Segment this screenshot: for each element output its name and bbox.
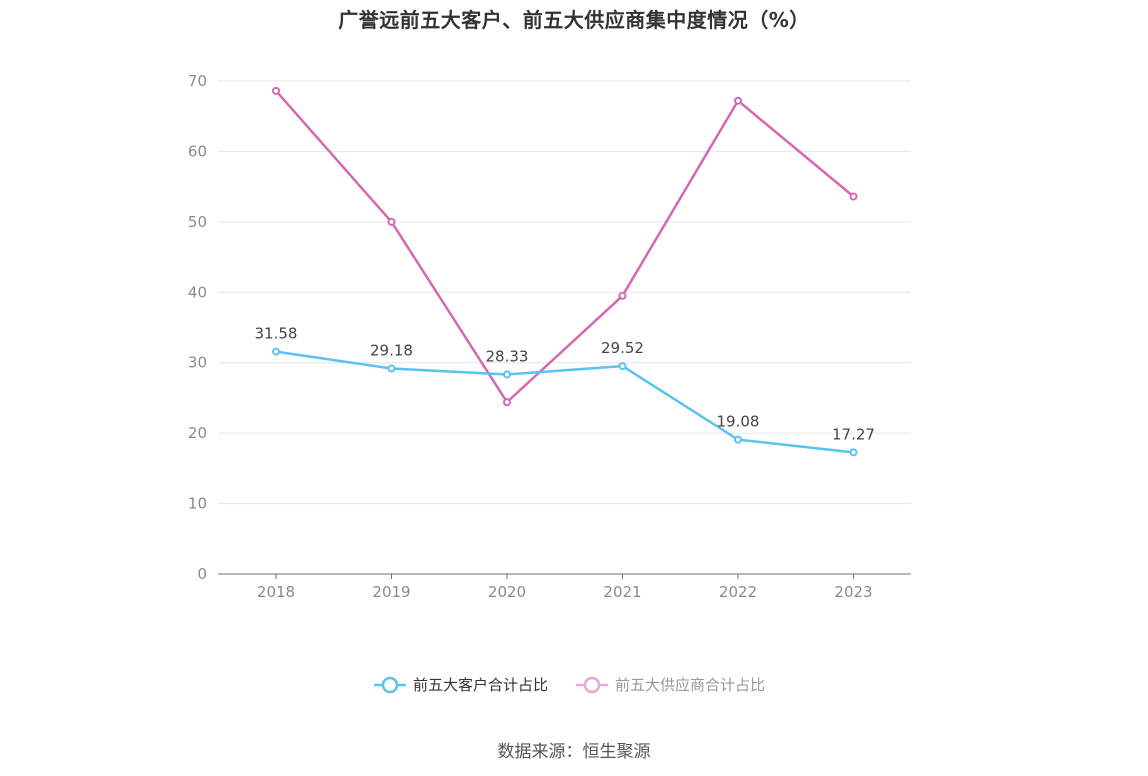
legend-marker-icon [583, 676, 601, 694]
y-tick-label: 40 [188, 283, 207, 301]
data-point-s0-2[interactable] [503, 370, 511, 379]
data-label: 31.58 [255, 325, 298, 343]
series-line-1 [275, 90, 855, 404]
data-label: 29.52 [601, 339, 644, 357]
data-label: 28.33 [486, 347, 529, 365]
data-point-s1-4[interactable] [734, 96, 742, 105]
legend-marker-icon [381, 676, 399, 694]
y-tick-label: 60 [188, 142, 207, 160]
data-point-s0-4[interactable] [734, 435, 742, 444]
data-point-s1-5[interactable] [849, 192, 858, 201]
data-label: 17.27 [832, 425, 875, 443]
legend-label: 前五大客户合计占比 [413, 676, 548, 694]
y-tick-label: 50 [188, 213, 207, 231]
data-source-note: 数据来源：恒生聚源 [497, 742, 651, 762]
data-labels: 31.58 29.18 28.33 29.52 19.08 17.27 [255, 325, 875, 444]
chart-title: 广誉远前五大客户、前五大供应商集中度情况（%） [338, 8, 810, 32]
legend-item-0[interactable]: 前五大客户合计占比 [374, 676, 548, 694]
axes: 0 10 20 30 40 50 60 70 2018 2019 2020 2021 2022 2023 [188, 72, 911, 601]
data-point-s1-2[interactable] [503, 398, 511, 407]
x-tick-label: 2021 [603, 583, 641, 601]
data-point-s0-3[interactable] [618, 362, 627, 371]
data-point-s1-3[interactable] [618, 291, 627, 300]
y-tick-label: 30 [188, 354, 207, 372]
data-point-s0-0[interactable] [272, 347, 280, 356]
data-point-s1-1[interactable] [387, 217, 396, 226]
series-line-0 [275, 350, 854, 454]
data-label: 29.18 [370, 341, 413, 359]
x-tick-label: 2018 [257, 583, 295, 601]
data-point-s0-5[interactable] [849, 448, 858, 457]
data-point-s1-0[interactable] [272, 86, 280, 95]
data-label: 19.08 [717, 413, 760, 431]
x-tick-label: 2020 [488, 583, 526, 601]
x-tick-label: 2022 [719, 583, 757, 601]
grid-lines [218, 80, 911, 505]
legend-label: 前五大供应商合计占比 [615, 676, 765, 694]
legend-item-1[interactable]: 前五大供应商合计占比 [576, 676, 765, 694]
x-tick-label: 2023 [834, 583, 872, 601]
y-tick-label: 70 [188, 72, 207, 90]
x-tick-label: 2019 [372, 583, 410, 601]
y-tick-label: 10 [188, 495, 207, 513]
data-point-s0-1[interactable] [387, 364, 396, 373]
y-tick-label: 20 [188, 424, 207, 442]
y-tick-label: 0 [197, 565, 207, 583]
series-layer [272, 86, 858, 457]
legend: 前五大客户合计占比 前五大供应商合计占比 [374, 676, 765, 694]
